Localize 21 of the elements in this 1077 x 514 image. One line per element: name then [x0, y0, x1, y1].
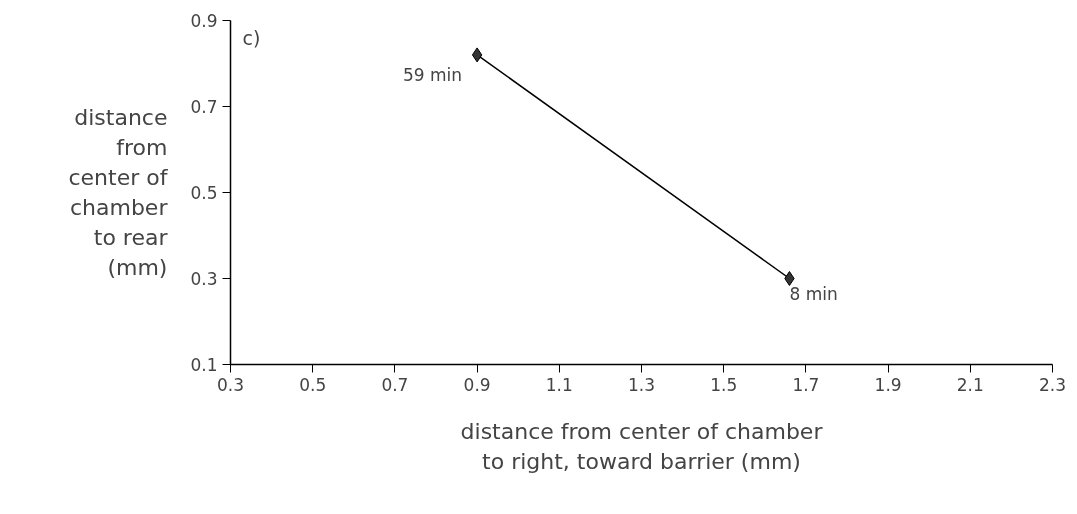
x-tick-label: 1.1: [545, 374, 573, 395]
x-tick-label: 2.3: [1038, 374, 1067, 395]
x-tick-label: 2.1: [956, 374, 984, 395]
x-tick-label: 0.5: [299, 374, 327, 395]
y-tick-label: 0.9: [190, 11, 218, 31]
x-tick-label: 1.3: [627, 374, 656, 395]
y-axis-title: distance from center of chamber to rear (mm): [68, 105, 169, 280]
y-tick-label: 0.1: [190, 355, 218, 375]
x-tick-label: 0.9: [463, 374, 491, 395]
annotation: 59 min: [403, 64, 463, 85]
x-tick-label: 1.9: [874, 374, 902, 395]
y-tick-label: 0.3: [190, 269, 218, 289]
annotation: c): [242, 26, 261, 49]
y-tick-label: 0.7: [190, 97, 218, 117]
annotation: 8 min: [789, 283, 838, 304]
x-tick-label: 0.3: [216, 374, 245, 395]
y-tick-label: 0.5: [190, 183, 218, 203]
x-tick-label: 0.7: [381, 374, 409, 395]
x-tick-label: 1.5: [710, 374, 738, 395]
x-tick-label: 1.7: [792, 374, 820, 395]
x-axis-title: distance from center of chamber to right, toward barrier (mm): [460, 418, 824, 474]
